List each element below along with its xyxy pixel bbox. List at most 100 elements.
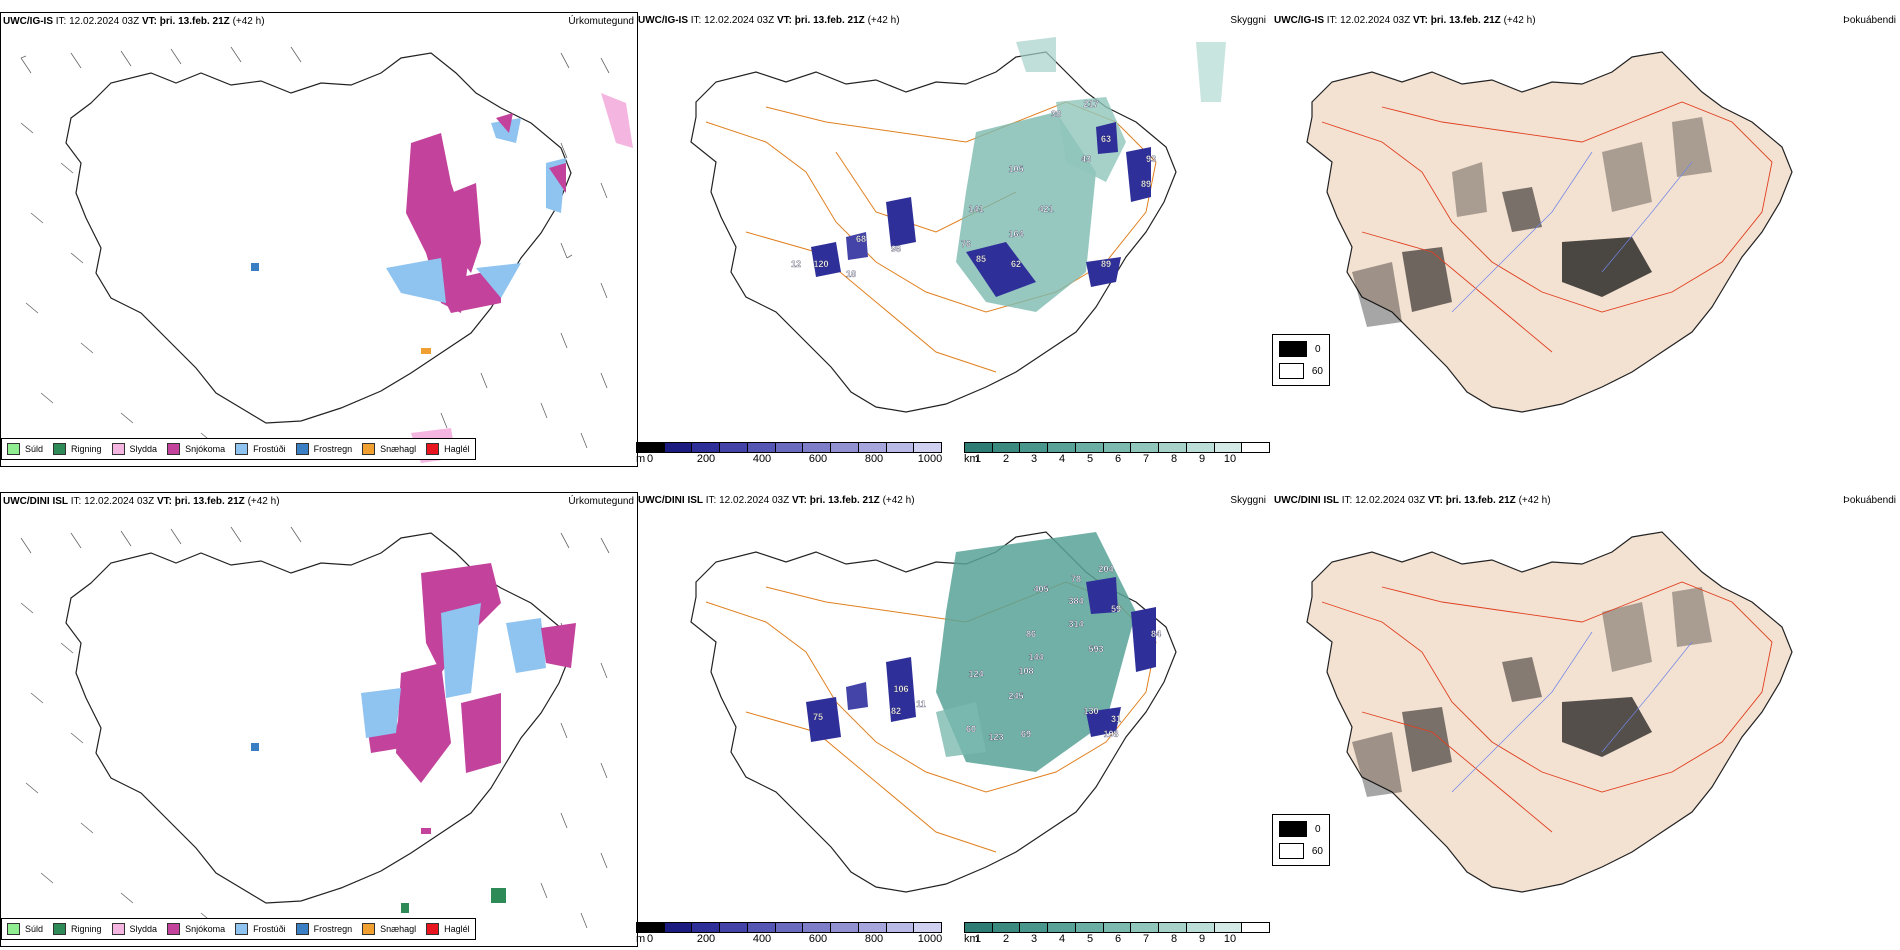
vis-panel-top: UWC/IG-IS IT: 12.02.2024 03Z VT: þri. 13… bbox=[636, 12, 1272, 465]
vt-label: VT: bbox=[1412, 15, 1428, 26]
colorbar-unit: km bbox=[964, 453, 979, 465]
colorbar-tick-label: 2 bbox=[1002, 933, 1010, 945]
legend-swatch bbox=[111, 923, 125, 935]
legend-swatch bbox=[7, 443, 20, 455]
legend-label: Frostregn bbox=[313, 444, 353, 454]
colorbar-segment bbox=[992, 443, 1021, 452]
vt-label: VT: bbox=[141, 16, 157, 27]
vt-value: þri. 13.feb. 21Z bbox=[159, 16, 230, 27]
fog-rivers bbox=[1451, 631, 1693, 793]
vis-value-label: 86 bbox=[1026, 629, 1036, 639]
colorbar-tick-label: 200 bbox=[696, 933, 716, 945]
legend-label: Snjókoma bbox=[185, 444, 226, 454]
colorbar-tick-label: 5 bbox=[1086, 453, 1094, 465]
legend-swatch bbox=[167, 923, 181, 935]
colorbar-segment bbox=[1159, 443, 1187, 452]
legend-item: Slydda bbox=[111, 443, 158, 455]
legend-item: Súld bbox=[7, 443, 43, 455]
vis-value-label: 124 bbox=[968, 669, 983, 679]
colorbar-unit: km bbox=[964, 933, 979, 945]
vis-value-label: 106 bbox=[893, 684, 908, 694]
colorbar-segment bbox=[637, 923, 665, 932]
legend-label: Slydda bbox=[129, 924, 158, 934]
it-value: 12.02.2024 03Z bbox=[1340, 15, 1411, 26]
colorbar-unit: m bbox=[636, 933, 646, 945]
colorbar-segment bbox=[1020, 443, 1049, 452]
vis-value-label: 108 bbox=[1103, 729, 1118, 739]
colorbar-segment bbox=[720, 923, 748, 932]
legend-swatch bbox=[235, 443, 249, 455]
it-value: 12.02.2024 03Z bbox=[719, 495, 790, 506]
fog-legend-item: 60 bbox=[1279, 363, 1323, 379]
precip-panel-top: UWC/IG-IS IT: 12.02.2024 03Z VT: þri. 13… bbox=[0, 12, 638, 467]
legend-label: Rigning bbox=[71, 444, 102, 454]
vis-value-label: 43 bbox=[1081, 154, 1091, 164]
legend-swatch bbox=[295, 443, 309, 455]
colorbar-tick-label: 6 bbox=[1114, 933, 1122, 945]
legend-item: Snjókoma bbox=[167, 923, 225, 935]
height-colorbar-bar bbox=[636, 442, 942, 453]
colorbar-segment bbox=[775, 443, 804, 452]
colorbar-segment bbox=[886, 443, 915, 452]
legend-swatch bbox=[295, 923, 309, 935]
fog-legend-label: 0 bbox=[1315, 823, 1321, 835]
wind-barbs bbox=[20, 46, 610, 449]
vis-value-label: 120 bbox=[813, 259, 828, 269]
panel-title: Úrkomutegund bbox=[568, 496, 634, 507]
vis-colorbar-bar bbox=[964, 922, 1270, 933]
legend-item: Frostregn bbox=[295, 923, 352, 935]
vis-panel-bottom: UWC/DINI ISL IT: 12.02.2024 03Z VT: þri.… bbox=[636, 492, 1272, 945]
colorbar-tick-label: 1 bbox=[974, 933, 982, 945]
fog-shading bbox=[1352, 587, 1712, 797]
legend-item: Súld bbox=[7, 923, 43, 935]
legend-item: Snæhagl bbox=[362, 923, 416, 935]
colorbar-tick-label: 1000 bbox=[917, 933, 943, 945]
vis-value-label: 421 bbox=[1038, 204, 1053, 214]
vis-value-label: 59 bbox=[1111, 604, 1121, 614]
colorbar-tick-label: 9 bbox=[1198, 933, 1206, 945]
colorbar-tick-label: 0 bbox=[646, 933, 654, 945]
fog-legend-item: 60 bbox=[1279, 843, 1323, 859]
fog-shading bbox=[1352, 117, 1712, 327]
vis-colorbar-bar bbox=[964, 442, 1270, 453]
legend-label: Slydda bbox=[129, 444, 158, 454]
vis-value-label: 96 bbox=[891, 244, 901, 254]
height-colorbar-ticks: m 0 200 400 600 800 1000 bbox=[636, 453, 942, 465]
vis-colorbar-ticks: km 1 2 3 4 5 6 7 8 9 10 bbox=[964, 933, 1270, 945]
fog-rivers bbox=[1451, 151, 1693, 313]
vis-value-label: 60 bbox=[966, 724, 976, 734]
vt-label: VT: bbox=[1427, 495, 1443, 506]
colorbar-segment bbox=[775, 923, 804, 932]
colorbar-tick-label: 6 bbox=[1114, 453, 1122, 465]
fog-legend-swatch bbox=[1279, 341, 1307, 357]
vis-value-label: 204 bbox=[1098, 564, 1113, 574]
vis-value-label: 245 bbox=[1008, 691, 1023, 701]
legend-item: Rigning bbox=[53, 923, 102, 935]
it-label: IT: bbox=[705, 495, 717, 506]
colorbar-tick-label: 8 bbox=[1170, 933, 1178, 945]
it-label: IT: bbox=[70, 496, 82, 507]
panel-title: Skyggni bbox=[1230, 15, 1266, 26]
panel-header: UWC/DINI ISL IT: 12.02.2024 03Z VT: þri.… bbox=[3, 496, 280, 507]
colorbar-segment bbox=[637, 443, 665, 452]
colorbar-tick-label: 10 bbox=[1223, 453, 1237, 465]
panel-title: Þokuábendi bbox=[1843, 495, 1896, 506]
fog-roads bbox=[1321, 581, 1773, 833]
vis-value-label: 63 bbox=[1101, 134, 1111, 144]
legend-item: Frostúði bbox=[235, 443, 286, 455]
vis-value-label: 31 bbox=[1111, 714, 1121, 724]
panel-title: Þokuábendi bbox=[1843, 15, 1896, 26]
it-value: 12.02.2024 03Z bbox=[84, 496, 155, 507]
lead-time: (+42 h) bbox=[232, 16, 265, 27]
colorbar-segment bbox=[803, 443, 832, 452]
colorbar-tick-label: 200 bbox=[696, 453, 716, 465]
vis-value-label: 141 bbox=[968, 204, 983, 214]
colorbar-segment bbox=[992, 923, 1021, 932]
colorbar-segment bbox=[1103, 923, 1132, 932]
panel-header: UWC/IG-IS IT: 12.02.2024 03Z VT: þri. 13… bbox=[638, 15, 900, 26]
panel-title: Úrkomutegund bbox=[568, 16, 634, 27]
colorbar-segment bbox=[1131, 923, 1160, 932]
colorbar-tick-label: 2 bbox=[1002, 453, 1010, 465]
colorbar-segment bbox=[664, 443, 693, 452]
colorbar-segment bbox=[965, 443, 993, 452]
